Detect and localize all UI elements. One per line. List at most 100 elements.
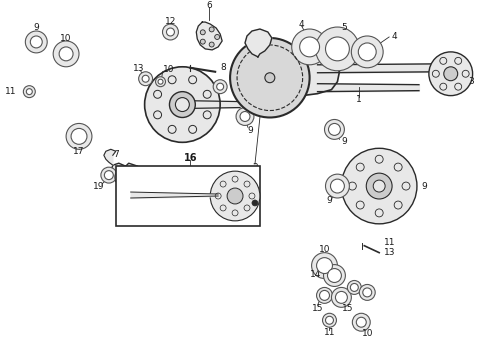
Circle shape (462, 70, 469, 77)
Circle shape (432, 70, 440, 77)
Circle shape (154, 192, 161, 198)
Text: 1: 1 (356, 95, 362, 104)
Text: 7: 7 (113, 150, 119, 159)
Circle shape (327, 269, 342, 283)
Circle shape (118, 173, 127, 181)
Circle shape (328, 123, 341, 135)
Circle shape (217, 83, 223, 90)
Circle shape (152, 206, 159, 212)
Circle shape (330, 179, 344, 193)
Circle shape (213, 80, 227, 94)
Circle shape (168, 76, 176, 84)
Circle shape (350, 283, 358, 291)
Circle shape (227, 188, 243, 204)
Text: 2: 2 (252, 163, 258, 172)
Circle shape (366, 173, 392, 199)
Circle shape (252, 200, 258, 206)
Circle shape (175, 98, 189, 112)
Circle shape (203, 111, 211, 119)
Circle shape (352, 313, 370, 331)
Text: 11: 11 (324, 328, 335, 337)
Circle shape (209, 42, 214, 47)
Polygon shape (245, 29, 272, 57)
Circle shape (236, 108, 254, 125)
Circle shape (130, 191, 138, 199)
Circle shape (150, 204, 161, 214)
Circle shape (26, 89, 32, 95)
Polygon shape (196, 22, 222, 50)
Text: 5: 5 (342, 23, 347, 32)
Text: 17: 17 (74, 147, 85, 156)
Circle shape (170, 92, 196, 117)
Circle shape (200, 39, 205, 44)
Circle shape (316, 27, 359, 71)
Circle shape (232, 176, 238, 182)
Text: 10: 10 (163, 65, 174, 74)
Circle shape (347, 280, 361, 294)
Circle shape (167, 28, 174, 36)
Circle shape (312, 253, 338, 279)
Text: 4: 4 (299, 19, 304, 28)
Circle shape (165, 207, 171, 213)
Circle shape (342, 148, 417, 224)
Circle shape (240, 112, 250, 121)
Circle shape (66, 123, 92, 149)
Circle shape (168, 125, 176, 133)
Text: 14: 14 (310, 270, 321, 279)
Circle shape (230, 38, 310, 117)
Text: 8: 8 (220, 63, 226, 72)
Text: 15: 15 (342, 304, 353, 313)
Text: 9: 9 (421, 181, 427, 190)
Circle shape (323, 265, 345, 287)
Text: 10: 10 (60, 35, 72, 44)
Circle shape (53, 41, 79, 67)
Circle shape (101, 167, 117, 183)
Circle shape (359, 284, 375, 300)
Circle shape (104, 171, 113, 180)
Circle shape (356, 317, 366, 327)
Circle shape (145, 67, 220, 142)
Circle shape (151, 189, 164, 201)
Text: 9: 9 (33, 23, 39, 32)
Circle shape (249, 193, 255, 199)
Circle shape (319, 291, 329, 300)
Circle shape (375, 155, 383, 163)
Text: 9: 9 (342, 137, 347, 146)
Circle shape (394, 201, 402, 209)
Circle shape (189, 125, 196, 133)
Circle shape (155, 77, 166, 87)
Text: 11: 11 (384, 238, 395, 247)
Circle shape (215, 193, 221, 199)
Circle shape (292, 29, 327, 65)
Circle shape (402, 182, 410, 190)
Circle shape (127, 188, 141, 202)
Circle shape (356, 163, 364, 171)
Circle shape (265, 73, 275, 83)
Circle shape (440, 83, 447, 90)
Circle shape (115, 169, 131, 185)
Circle shape (324, 120, 344, 139)
Text: 15: 15 (312, 304, 323, 313)
Circle shape (25, 31, 47, 53)
Polygon shape (235, 58, 340, 98)
Circle shape (215, 35, 220, 40)
Circle shape (138, 187, 153, 203)
Circle shape (210, 171, 260, 221)
Text: 12: 12 (165, 17, 176, 26)
Circle shape (162, 204, 173, 216)
Circle shape (351, 36, 383, 68)
Text: 11: 11 (5, 87, 16, 96)
Text: 10: 10 (319, 245, 330, 254)
Circle shape (455, 57, 462, 64)
Circle shape (141, 190, 150, 200)
Text: 13: 13 (133, 64, 145, 73)
Circle shape (24, 86, 35, 98)
Circle shape (325, 37, 349, 61)
Circle shape (71, 129, 87, 144)
Polygon shape (111, 163, 146, 189)
Circle shape (348, 182, 356, 190)
Text: 18: 18 (117, 183, 128, 192)
Text: 13: 13 (384, 248, 395, 257)
Circle shape (142, 75, 149, 82)
Polygon shape (104, 149, 116, 165)
